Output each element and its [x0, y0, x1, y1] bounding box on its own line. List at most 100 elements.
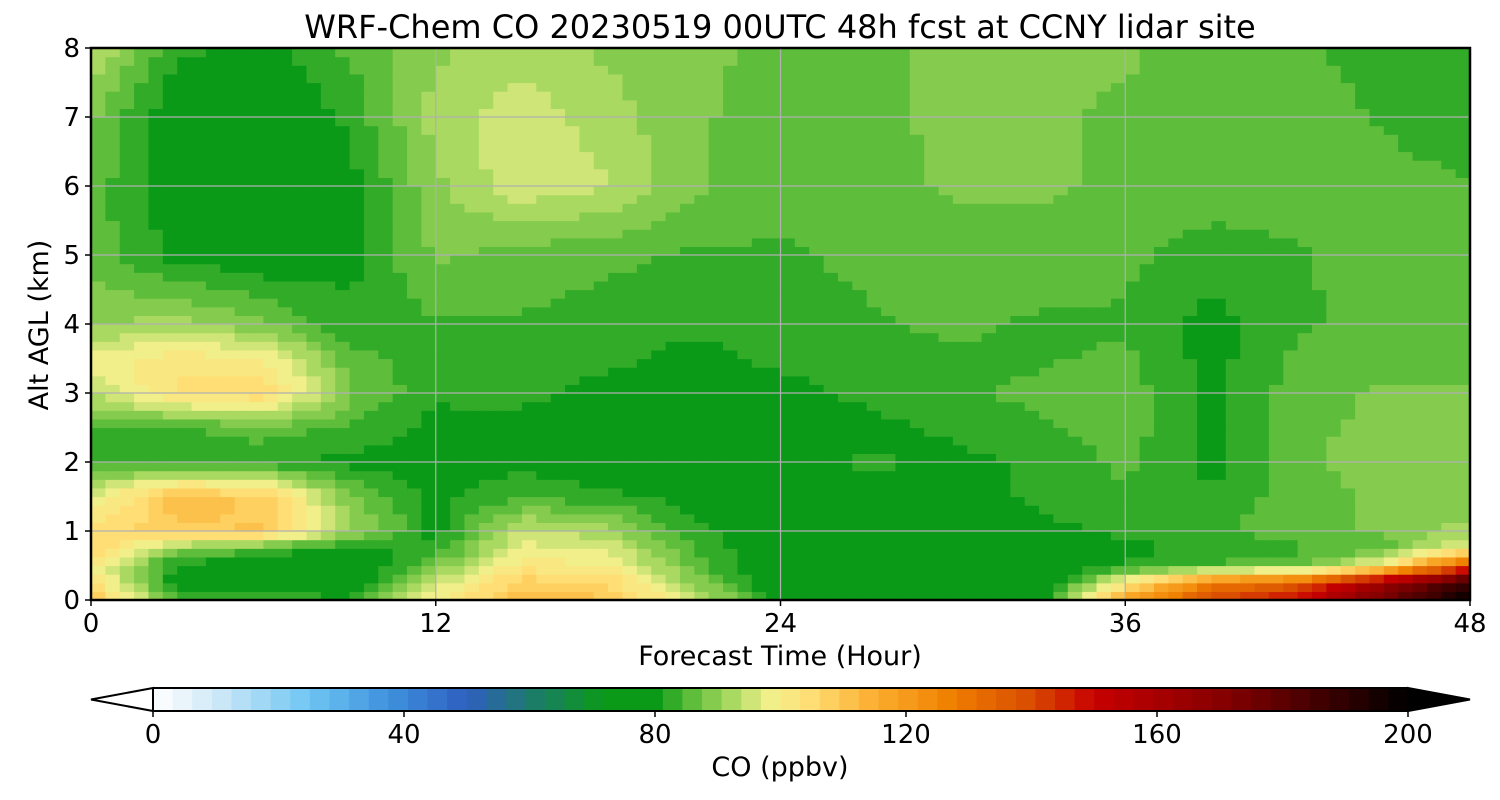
heatmap-cell — [593, 418, 609, 429]
heatmap-cell — [363, 341, 379, 351]
heatmap-cell — [1211, 263, 1227, 273]
heatmap-cell — [335, 375, 351, 385]
heatmap-cell — [450, 263, 466, 273]
heatmap-cell — [1383, 539, 1399, 549]
heatmap-cell — [881, 427, 897, 437]
heatmap-cell — [177, 539, 193, 549]
heatmap-cell — [636, 367, 652, 377]
heatmap-cell — [1110, 229, 1126, 239]
heatmap-cell — [277, 410, 293, 420]
heatmap-cell — [1369, 565, 1385, 575]
heatmap-cell — [1096, 151, 1112, 161]
heatmap-cell — [1039, 315, 1055, 325]
heatmap-cell — [1297, 168, 1313, 178]
heatmap-cell — [1426, 393, 1442, 403]
heatmap-cell — [651, 349, 667, 360]
heatmap-cell — [521, 487, 537, 498]
heatmap-cell — [349, 168, 365, 178]
heatmap-cell — [1168, 289, 1184, 299]
heatmap-cell — [1125, 324, 1141, 334]
heatmap-cell — [708, 574, 724, 584]
heatmap-cell — [1311, 427, 1327, 437]
heatmap-cell — [622, 186, 638, 196]
heatmap-cell — [952, 229, 968, 239]
heatmap-cell — [895, 556, 911, 567]
heatmap-cell — [694, 513, 710, 523]
heatmap-cell — [292, 384, 308, 394]
heatmap-cell — [823, 539, 839, 549]
heatmap-cell — [1110, 255, 1126, 265]
heatmap-cell — [421, 496, 437, 506]
heatmap-cell — [694, 462, 710, 472]
heatmap-cell — [550, 436, 566, 446]
heatmap-cell — [751, 220, 767, 230]
heatmap-cell — [981, 574, 997, 584]
heatmap-cell — [1268, 556, 1284, 567]
heatmap-cell — [1311, 211, 1327, 222]
heatmap-cell — [91, 272, 106, 282]
heatmap-cell — [895, 522, 911, 532]
heatmap-cell — [1211, 203, 1227, 213]
heatmap-cell — [478, 444, 494, 454]
heatmap-cell — [521, 246, 537, 256]
heatmap-cell — [852, 470, 868, 480]
heatmap-cell — [1441, 444, 1457, 454]
heatmap-cell — [1383, 349, 1399, 360]
heatmap-cell — [636, 556, 652, 567]
heatmap-cell — [924, 479, 940, 489]
heatmap-cell — [1268, 470, 1284, 480]
heatmap-cell — [392, 263, 408, 273]
heatmap-cell — [335, 393, 351, 403]
heatmap-cell — [119, 522, 135, 532]
heatmap-cell — [579, 255, 595, 265]
heatmap-cell — [91, 505, 106, 515]
heatmap-cell — [435, 496, 451, 506]
heatmap-cell — [435, 548, 451, 558]
heatmap-cell — [450, 539, 466, 549]
heatmap-cell — [995, 220, 1011, 230]
heatmap-cell — [1412, 341, 1428, 351]
heatmap-cell — [119, 160, 135, 170]
heatmap-cell — [952, 582, 968, 592]
heatmap-cell — [1211, 298, 1227, 308]
heatmap-cell — [335, 574, 351, 584]
heatmap-cell — [593, 332, 609, 342]
heatmap-cell — [1326, 401, 1342, 411]
heatmap-cell — [335, 522, 351, 532]
heatmap-cell — [723, 332, 738, 342]
heatmap-cell — [119, 410, 135, 420]
heatmap-cell — [205, 591, 221, 601]
heatmap-cell — [1082, 177, 1098, 187]
heatmap-cell — [105, 289, 121, 299]
heatmap-cell — [679, 324, 695, 334]
heatmap-cell — [1153, 513, 1169, 523]
heatmap-cell — [335, 384, 351, 394]
heatmap-cell — [881, 280, 897, 291]
heatmap-cell — [134, 418, 150, 429]
heatmap-cell — [1182, 341, 1198, 351]
heatmap-cell — [751, 177, 767, 187]
heatmap-cell — [1383, 410, 1399, 420]
heatmap-cell — [866, 168, 882, 178]
heatmap-cell — [407, 496, 422, 506]
heatmap-cell — [952, 418, 968, 429]
heatmap-cell — [1053, 367, 1069, 377]
heatmap-cell — [1254, 151, 1270, 161]
heatmap-cell — [579, 531, 595, 541]
heatmap-cell — [148, 505, 164, 515]
heatmap-cell — [708, 539, 724, 549]
heatmap-cell — [1139, 513, 1155, 523]
heatmap-cell — [866, 315, 882, 325]
heatmap-cell — [1197, 255, 1213, 265]
heatmap-cell — [1082, 246, 1098, 256]
heatmap-cell — [1067, 565, 1083, 575]
heatmap-cell — [320, 591, 336, 601]
heatmap-cell — [1340, 470, 1356, 480]
heatmap-cell — [1039, 349, 1055, 360]
heatmap-cell — [952, 332, 968, 342]
heatmap-cell — [1096, 496, 1112, 506]
heatmap-cell — [1067, 436, 1083, 446]
heatmap-cell — [1355, 341, 1371, 351]
heatmap-cell — [579, 375, 595, 385]
heatmap-cell — [162, 565, 178, 575]
